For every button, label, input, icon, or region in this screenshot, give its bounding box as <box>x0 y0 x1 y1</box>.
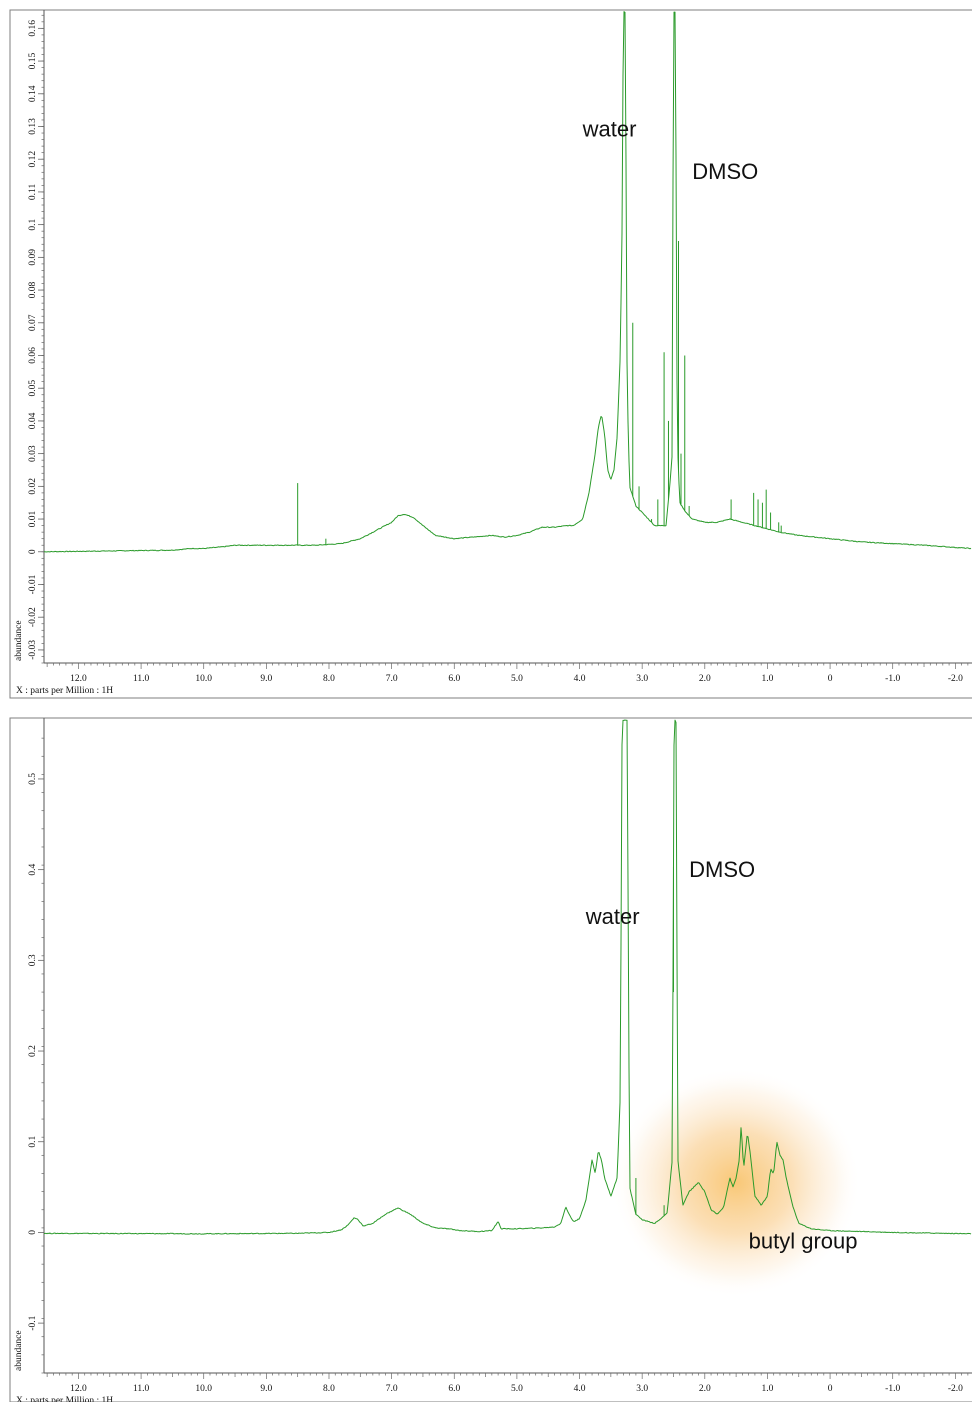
y-tick-label: 0.1 <box>28 1136 38 1148</box>
x-tick-label: 11.0 <box>133 674 150 684</box>
y-axis-title: abundance <box>14 620 24 661</box>
x-tick-label: 10.0 <box>195 674 212 684</box>
x-tick-label: 0 <box>828 674 833 684</box>
peak-annotation: DMSO <box>689 857 755 882</box>
x-tick-label: -2.0 <box>948 674 963 684</box>
x-tick-label: -2.0 <box>948 1384 963 1394</box>
y-tick-label: 0.05 <box>28 380 38 397</box>
x-axis-title: X : parts per Million : 1H <box>16 686 113 696</box>
y-tick-label: 0.08 <box>28 282 38 299</box>
butyl-highlight-glow <box>611 1067 862 1298</box>
x-tick-label: 8.0 <box>323 674 335 684</box>
y-tick-label: 0.09 <box>28 249 38 266</box>
y-tick-label: 0.11 <box>28 184 38 201</box>
x-axis-title: X : parts per Million : 1H <box>16 1396 113 1402</box>
spectrum-trace-group <box>44 11 972 553</box>
spectrum-trace <box>44 719 972 1235</box>
x-tick-label: 2.0 <box>699 1384 711 1394</box>
spectrum-trace-group <box>44 719 972 1235</box>
x-tick-label: 5.0 <box>511 1384 523 1394</box>
y-tick-label: 0.14 <box>28 85 38 102</box>
y-tick-label: 0.5 <box>28 773 38 785</box>
panel-frame <box>9 9 972 699</box>
y-tick-label: 0.2 <box>28 1045 38 1057</box>
x-tick-label: 3.0 <box>636 674 648 684</box>
peak-annotation: DMSO <box>692 159 758 184</box>
x-tick-label: 4.0 <box>574 674 586 684</box>
y-tick-label: 0 <box>28 549 38 554</box>
y-tick-label: -0.1 <box>28 1315 38 1330</box>
spectrum-panel-2: 12.0 11.0 10.0 9.0 8.0 7.0 6.0 5.0 4.0 3.0 2.0 1.0 0… <box>9 717 972 1406</box>
x-tick-label: 0 <box>828 1384 833 1394</box>
peak-annotation: butyl group <box>749 1229 858 1254</box>
y-axis-title: abundance <box>14 1330 24 1371</box>
x-tick-label: 9.0 <box>260 1384 272 1394</box>
x-tick-label: 10.0 <box>195 1384 212 1394</box>
spectrum-panel-1: 12.0 11.0 10.0 9.0 8.0 7.0 6.0 5.0 4.0 3.0 2.0 1.0 0… <box>9 9 972 699</box>
y-tick-label: -0.01 <box>28 574 38 594</box>
y-tick-label: 0.02 <box>28 478 38 495</box>
x-tick-label: 1.0 <box>761 674 773 684</box>
x-tick-label: 12.0 <box>70 674 87 684</box>
x-tick-label: 7.0 <box>386 1384 398 1394</box>
y-tick-label: 0.01 <box>28 510 38 527</box>
y-tick-label: 0 <box>28 1230 38 1235</box>
x-tick-label: 2.0 <box>699 674 711 684</box>
y-tick-label: 0.13 <box>28 118 38 135</box>
x-tick-label: 7.0 <box>386 674 398 684</box>
x-tick-label: 5.0 <box>511 674 523 684</box>
y-tick-label: 0.07 <box>28 314 38 331</box>
panel-frame <box>9 717 972 1403</box>
y-tick-label: 0.03 <box>28 445 38 462</box>
y-tick-label: 0.12 <box>28 151 38 168</box>
y-tick-label: 0.1 <box>28 218 38 230</box>
y-tick-label: -0.03 <box>28 640 38 660</box>
x-tick-label: 3.0 <box>636 1384 648 1394</box>
y-tick-label: 0.15 <box>28 53 38 70</box>
y-tick-label: 0.16 <box>28 20 38 37</box>
x-tick-label: 11.0 <box>133 1384 150 1394</box>
x-tick-label: 1.0 <box>761 1384 773 1394</box>
peak-annotation: water <box>582 116 637 141</box>
y-tick-label: -0.02 <box>28 607 38 627</box>
peak-annotation: water <box>585 904 640 929</box>
x-tick-label: 12.0 <box>70 1384 87 1394</box>
y-tick-label: 0.04 <box>28 412 38 429</box>
x-tick-label: 6.0 <box>448 1384 460 1394</box>
x-tick-label: 9.0 <box>260 674 272 684</box>
y-tick-label: 0.06 <box>28 347 38 364</box>
x-tick-label: -1.0 <box>885 1384 900 1394</box>
x-tick-label: 4.0 <box>574 1384 586 1394</box>
x-tick-label: 8.0 <box>323 1384 335 1394</box>
y-tick-label: 0.4 <box>28 863 38 875</box>
x-tick-label: 6.0 <box>448 674 460 684</box>
y-tick-label: 0.3 <box>28 954 38 966</box>
x-tick-label: -1.0 <box>885 674 900 684</box>
spectrum-trace <box>44 11 972 553</box>
